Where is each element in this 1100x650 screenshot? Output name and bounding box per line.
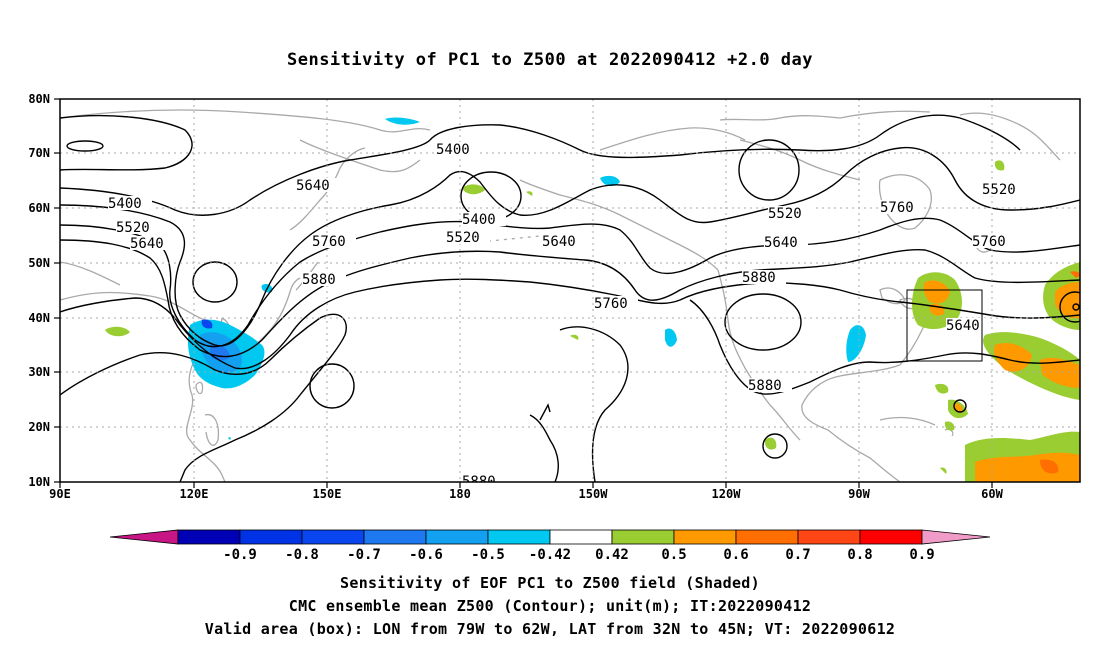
- x-tick-label: 150W: [579, 487, 609, 501]
- x-tick-label: 120E: [180, 487, 209, 501]
- colorbar-extend-high: [921, 529, 991, 545]
- caption-valid-area: Valid area (box): LON from 79W to 62W, L…: [204, 620, 896, 638]
- positive-sensitivity-shading: [105, 160, 1080, 482]
- contour-label: 5880: [462, 474, 496, 490]
- colorbar-swatch: [797, 529, 861, 545]
- valid-area-box: [906, 289, 983, 362]
- x-tick-label: 90E: [49, 487, 71, 501]
- contour-label: 5880: [742, 270, 776, 286]
- y-tick-label: 10N: [28, 475, 50, 489]
- caption-shaded: Sensitivity of EOF PC1 to Z500 field (Sh…: [340, 574, 760, 592]
- contour-label: 5520: [446, 230, 480, 246]
- x-tick-label: 120W: [712, 487, 742, 501]
- colorbar-tick-label: 0.7: [785, 547, 810, 563]
- y-tick-label: 30N: [28, 365, 50, 379]
- colorbar-swatch: [611, 529, 675, 545]
- colorbar-swatch: [177, 529, 241, 545]
- y-tick-label: 40N: [28, 311, 50, 325]
- contour-labels: 5400 5520 5640 5640 5760 5880 5400 5400 …: [108, 142, 1026, 490]
- caption-contour: CMC ensemble mean Z500 (Contour); unit(m…: [288, 597, 812, 615]
- contour-label: 5760: [972, 234, 1006, 250]
- colorbar-tick-label: -0.7: [347, 547, 381, 563]
- colorbar-tick-label: -0.8: [285, 547, 319, 563]
- map-title: Sensitivity of PC1 to Z500 at 2022090412…: [286, 50, 813, 70]
- contour-label: 5760: [880, 200, 914, 216]
- colorbar-tick-label: 0.8: [847, 547, 872, 563]
- plot-frame: [59, 98, 1081, 483]
- colorbar-tick-label: 0.6: [723, 547, 748, 563]
- contour-label: 5640: [296, 178, 330, 194]
- colorbar-tick-label: -0.9: [223, 547, 257, 563]
- colorbar-extend-low: [109, 529, 179, 545]
- contour-label: 5520: [768, 206, 802, 222]
- contour-label: 5400: [436, 142, 470, 158]
- colorbar-swatch: [859, 529, 923, 545]
- axis-ticks: [54, 98, 993, 488]
- contour-label: 5640: [542, 234, 576, 250]
- y-tick-label: 60N: [28, 201, 50, 215]
- negative-sensitivity-shading: [187, 117, 866, 440]
- x-tick-label: 150E: [313, 487, 342, 501]
- y-tick-label: 20N: [28, 420, 50, 434]
- contour-label: 5640: [130, 236, 164, 252]
- contour-label: 5880: [748, 378, 782, 394]
- contour-label: 5640: [946, 318, 980, 334]
- x-tick-label: 180: [449, 487, 471, 501]
- colorbar-swatch: [425, 529, 489, 545]
- contour-label: 5520: [116, 220, 150, 236]
- colorbar-swatch: [487, 529, 551, 545]
- colorbar-tick-label: 0.5: [661, 547, 686, 563]
- colorbar-tick-label: -0.6: [409, 547, 443, 563]
- colorbar-tick-label: 0.9: [909, 547, 934, 563]
- colorbar-swatch: [549, 529, 613, 545]
- x-axis-labels: 90E 120E 150E 180 150W 120W 90W 60W: [49, 487, 1003, 501]
- x-tick-label: 60W: [981, 487, 1003, 501]
- contour-label: 5400: [108, 196, 142, 212]
- contour-label: 5520: [982, 182, 1016, 198]
- colorbar-swatch: [363, 529, 427, 545]
- contour-label: 5400: [462, 212, 496, 228]
- y-tick-label: 70N: [28, 146, 50, 160]
- contour-label: 5760: [594, 296, 628, 312]
- y-tick-label: 50N: [28, 256, 50, 270]
- colorbar: -0.9 -0.8 -0.7 -0.6 -0.5 -0.42 0.42 0.5 0.6 0.7 0.…: [109, 529, 991, 563]
- contour-label: 5760: [312, 234, 346, 250]
- gridlines: [60, 99, 1080, 482]
- colorbar-swatch: [735, 529, 799, 545]
- colorbar-tick-label: 0.42: [595, 547, 629, 563]
- colorbar-swatch: [239, 529, 303, 545]
- colorbar-swatch: [673, 529, 737, 545]
- y-tick-label: 80N: [28, 92, 50, 106]
- colorbar-swatch: [301, 529, 365, 545]
- colorbar-tick-label: -0.42: [529, 547, 571, 563]
- x-tick-label: 90W: [848, 487, 870, 501]
- y-axis-labels: 10N 20N 30N 40N 50N 60N 70N 80N: [28, 92, 50, 489]
- contour-label: 5880: [302, 272, 336, 288]
- colorbar-tick-label: -0.5: [471, 547, 505, 563]
- contour-label: 5640: [764, 235, 798, 251]
